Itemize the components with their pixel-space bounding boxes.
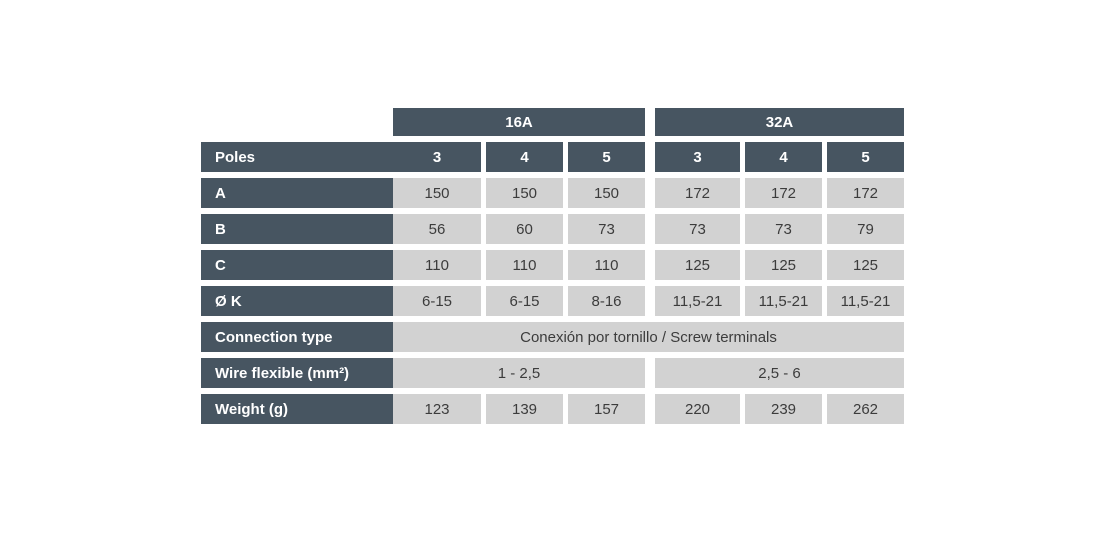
table-cell: 110 [393, 250, 481, 280]
table-cell: 79 [827, 214, 904, 244]
table-cell: 73 [568, 214, 645, 244]
table-cell: 11,5-21 [827, 286, 904, 316]
table-cell: 150 [568, 178, 645, 208]
table-cell: 73 [655, 214, 740, 244]
table-cell: 73 [745, 214, 822, 244]
table-cell: 56 [393, 214, 481, 244]
row-c-label: C [201, 250, 393, 280]
weight-row-label: Weight (g) [201, 394, 393, 424]
poles-cell: 3 [655, 142, 740, 172]
poles-cell: 3 [393, 142, 481, 172]
group-header-16a: 16A [393, 108, 645, 136]
table-cell: 172 [745, 178, 822, 208]
table-cell: 150 [486, 178, 563, 208]
table-cell: 150 [393, 178, 481, 208]
row-a-label: A [201, 178, 393, 208]
group-header-32a: 32A [655, 108, 904, 136]
connection-type-label: Connection type [201, 322, 393, 352]
table-cell: 157 [568, 394, 645, 424]
table-cell: 125 [745, 250, 822, 280]
wire-flexible-16a-value: 1 - 2,5 [393, 358, 645, 388]
specification-table: 16A 32A Poles 3 4 5 3 4 5 A 150 150 150 … [201, 108, 904, 424]
poles-cell: 5 [827, 142, 904, 172]
table-cell: 11,5-21 [745, 286, 822, 316]
wire-flexible-32a-value: 2,5 - 6 [655, 358, 904, 388]
row-diameter-k-label: Ø K [201, 286, 393, 316]
poles-cell: 5 [568, 142, 645, 172]
table-cell: 60 [486, 214, 563, 244]
poles-row-label: Poles [201, 142, 393, 172]
table-cell: 6-15 [486, 286, 563, 316]
table-cell: 172 [827, 178, 904, 208]
poles-cell: 4 [486, 142, 563, 172]
connection-type-value: Conexión por tornillo / Screw terminals [393, 322, 904, 352]
table-cell: 125 [827, 250, 904, 280]
table-cell: 8-16 [568, 286, 645, 316]
table-cell: 6-15 [393, 286, 481, 316]
table-cell: 123 [393, 394, 481, 424]
table-cell: 239 [745, 394, 822, 424]
table-cell: 125 [655, 250, 740, 280]
table-cell: 110 [568, 250, 645, 280]
table-cell: 262 [827, 394, 904, 424]
row-b-label: B [201, 214, 393, 244]
table-cell: 110 [486, 250, 563, 280]
poles-cell: 4 [745, 142, 822, 172]
table-cell: 220 [655, 394, 740, 424]
table-cell: 11,5-21 [655, 286, 740, 316]
wire-flexible-label: Wire flexible (mm²) [201, 358, 393, 388]
table-cell: 139 [486, 394, 563, 424]
table-cell: 172 [655, 178, 740, 208]
